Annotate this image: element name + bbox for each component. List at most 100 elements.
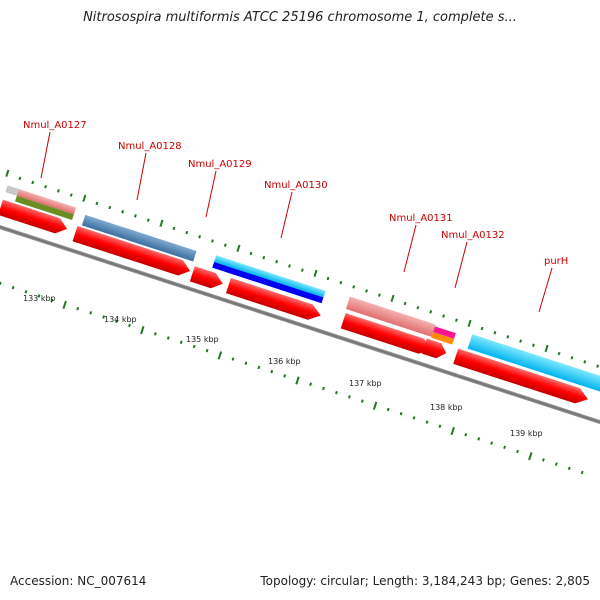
minor-tick (249, 251, 253, 256)
kbp-labels: 133 kbp 134 kbp 135 kbp 136 kbp 137 kbp … (23, 294, 543, 438)
genome-strip (0, 169, 600, 475)
minor-tick (532, 343, 535, 347)
gene-label-text: Nmul_A0130 (264, 180, 328, 191)
kbp-minor-tick (438, 424, 442, 429)
accession-text: Accession: NC_007614 (10, 574, 147, 588)
kbp-major-tick (372, 401, 378, 410)
leader-line (40, 131, 51, 179)
minor-tick (262, 255, 266, 260)
kbp-minor-tick (360, 399, 364, 403)
minor-tick (570, 356, 574, 360)
minor-tick (493, 330, 497, 335)
kbp-minor-tick (0, 281, 2, 286)
kbp-major-tick (528, 452, 533, 461)
kbp-minor-tick (244, 361, 248, 365)
minor-tick (275, 260, 279, 264)
major-tick (5, 169, 10, 177)
cds-arrow-4 (225, 277, 321, 320)
kbp-minor-tick (464, 432, 468, 437)
gene-label-nmul-a0130: Nmul_A0130 (264, 180, 328, 239)
kbp-minor-tick (50, 298, 54, 302)
major-tick (236, 244, 241, 252)
feature-olive (15, 195, 74, 221)
gene-label-text: Nmul_A0131 (389, 213, 453, 224)
kbp-minor-tick (37, 294, 41, 298)
cds-arrows (0, 199, 588, 404)
kbp-major-tick (217, 351, 223, 360)
kbp-minor-tick (192, 344, 196, 349)
feature-steelblue-a0128 (81, 214, 197, 262)
kbp-minor-tick (179, 340, 183, 344)
minor-tick (583, 360, 587, 364)
minor-tick (288, 264, 291, 268)
backbone-line (0, 218, 600, 427)
kbp-minor-tick (257, 365, 261, 370)
leader-line (454, 241, 468, 289)
kbp-minor-tick (11, 285, 15, 290)
kbp-minor-tick (347, 395, 351, 399)
kbp-minor-tick (541, 458, 545, 462)
minor-tick (300, 268, 304, 272)
minor-tick (442, 314, 445, 318)
genome-summary-text: Topology: circular; Length: 3,184,243 bp… (260, 574, 590, 588)
cds-arrow-6 (421, 338, 447, 359)
kbp-label: 135 kbp (186, 335, 219, 344)
kbp-minor-tick (412, 416, 416, 420)
gene-label-text: purH (544, 256, 568, 267)
minor-tick (416, 305, 420, 310)
kbp-minor-tick (24, 290, 28, 294)
kbp-label: 136 kbp (268, 357, 301, 366)
minor-tick (172, 226, 176, 231)
tick-track-upper (5, 169, 600, 368)
feature-cyan-a0130 (214, 255, 326, 298)
cds-arrow-1 (0, 199, 68, 234)
feature-salmon-a0131 (345, 296, 436, 337)
minor-tick (44, 184, 47, 189)
minor-tick (429, 310, 433, 314)
minor-tick (506, 335, 510, 339)
kbp-minor-tick (516, 449, 519, 454)
kbp-minor-tick (153, 332, 157, 336)
gene-label-text: Nmul_A0128 (118, 141, 182, 152)
minor-tick (121, 210, 125, 214)
leader-line (205, 170, 217, 218)
kbp-minor-tick (503, 445, 507, 450)
kbp-minor-tick (554, 462, 558, 466)
minor-tick (519, 339, 523, 343)
kbp-minor-tick (270, 369, 274, 374)
feature-orange-a0132 (431, 332, 455, 345)
minor-tick (185, 230, 189, 235)
kbp-minor-tick (309, 382, 312, 387)
cds-arrow-7 (453, 348, 588, 404)
minor-tick (596, 364, 600, 368)
minor-tick (134, 214, 137, 218)
kbp-minor-tick (386, 407, 390, 412)
feature-salmon-a0127 (16, 189, 77, 215)
feature-gray (5, 185, 20, 196)
kbp-minor-tick (477, 437, 481, 441)
minor-tick (198, 235, 202, 239)
kbp-minor-tick (89, 311, 93, 315)
major-tick (390, 294, 395, 303)
feature-magenta-a0132 (433, 326, 456, 339)
minor-tick (211, 239, 214, 243)
page-title: Nitrosospira multiformis ATCC 25196 chro… (83, 10, 517, 25)
major-tick (313, 269, 318, 277)
feature-cyan-purh (467, 334, 600, 394)
gene-labels: Nmul_A0127 Nmul_A0128 Nmul_A0129 Nmul_A0… (23, 120, 568, 313)
kbp-minor-tick (205, 348, 209, 353)
minor-tick (339, 280, 343, 285)
kbp-minor-tick (102, 315, 106, 319)
kbp-minor-tick (283, 374, 287, 378)
gene-label-nmul-a0127: Nmul_A0127 (23, 120, 87, 179)
kbp-minor-tick (399, 411, 403, 416)
feature-blue-a0130 (212, 261, 324, 304)
kbp-minor-tick (76, 306, 80, 311)
gene-label-text: Nmul_A0132 (441, 230, 505, 241)
leader-line (403, 224, 417, 273)
gene-label-nmul-a0131: Nmul_A0131 (389, 213, 453, 273)
minor-tick (455, 318, 458, 322)
gene-label-nmul-a0128: Nmul_A0128 (118, 141, 182, 201)
kbp-minor-tick (490, 441, 494, 445)
